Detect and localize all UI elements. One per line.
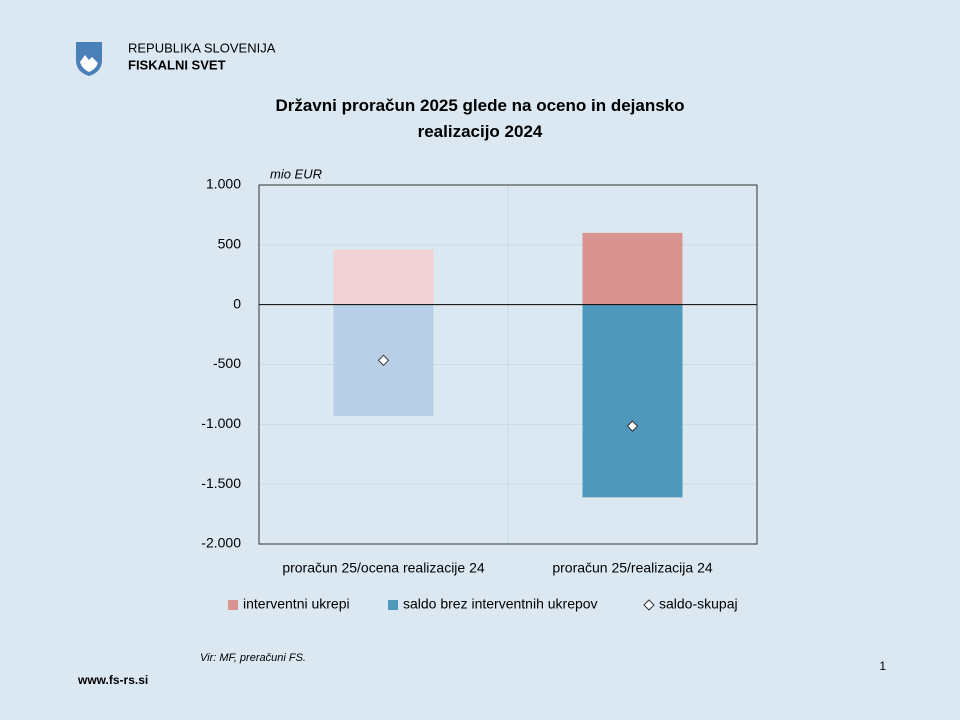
y-tick-label: 500 xyxy=(218,236,242,252)
marker xyxy=(626,420,639,432)
x-tick-label: proračun 25/ocena realizacije 24 xyxy=(282,560,485,576)
source: Vir: MF, preračuni FS. xyxy=(200,652,306,664)
legend-swatch xyxy=(388,600,398,610)
header-line1: REPUBLIKA SLOVENIJA xyxy=(128,40,276,55)
logo-mountain xyxy=(80,55,98,72)
page-number: 1 xyxy=(879,659,886,673)
bar xyxy=(582,304,683,498)
bar xyxy=(333,249,434,305)
unit-label: mio EUR xyxy=(270,166,322,181)
bar xyxy=(582,232,683,305)
y-tick-label: 1.000 xyxy=(206,176,241,192)
marker xyxy=(377,354,390,367)
x-tick-label: proračun 25/realizacija 24 xyxy=(552,560,713,576)
chart-title: Državni proračun 2025 glede na oceno in … xyxy=(275,96,685,141)
legend-swatch xyxy=(228,600,238,610)
url: www.fs-rs.si xyxy=(77,673,148,687)
legend-label: interventni ukrepi xyxy=(243,596,350,612)
y-tick-label: 0 xyxy=(233,295,241,311)
y-tick-label: -1.000 xyxy=(201,415,241,431)
header-line2: FISKALNI SVET xyxy=(128,57,226,72)
legend-marker xyxy=(643,599,655,611)
logo xyxy=(76,42,102,76)
plot-frame xyxy=(258,184,758,545)
y-tick-label: -500 xyxy=(213,355,241,371)
legend-label: saldo-skupaj xyxy=(659,596,738,612)
y-tick-label: -1.500 xyxy=(201,475,241,491)
y-tick-label: -2.000 xyxy=(201,535,241,551)
legend-label: saldo brez interventnih ukrepov xyxy=(403,596,598,612)
